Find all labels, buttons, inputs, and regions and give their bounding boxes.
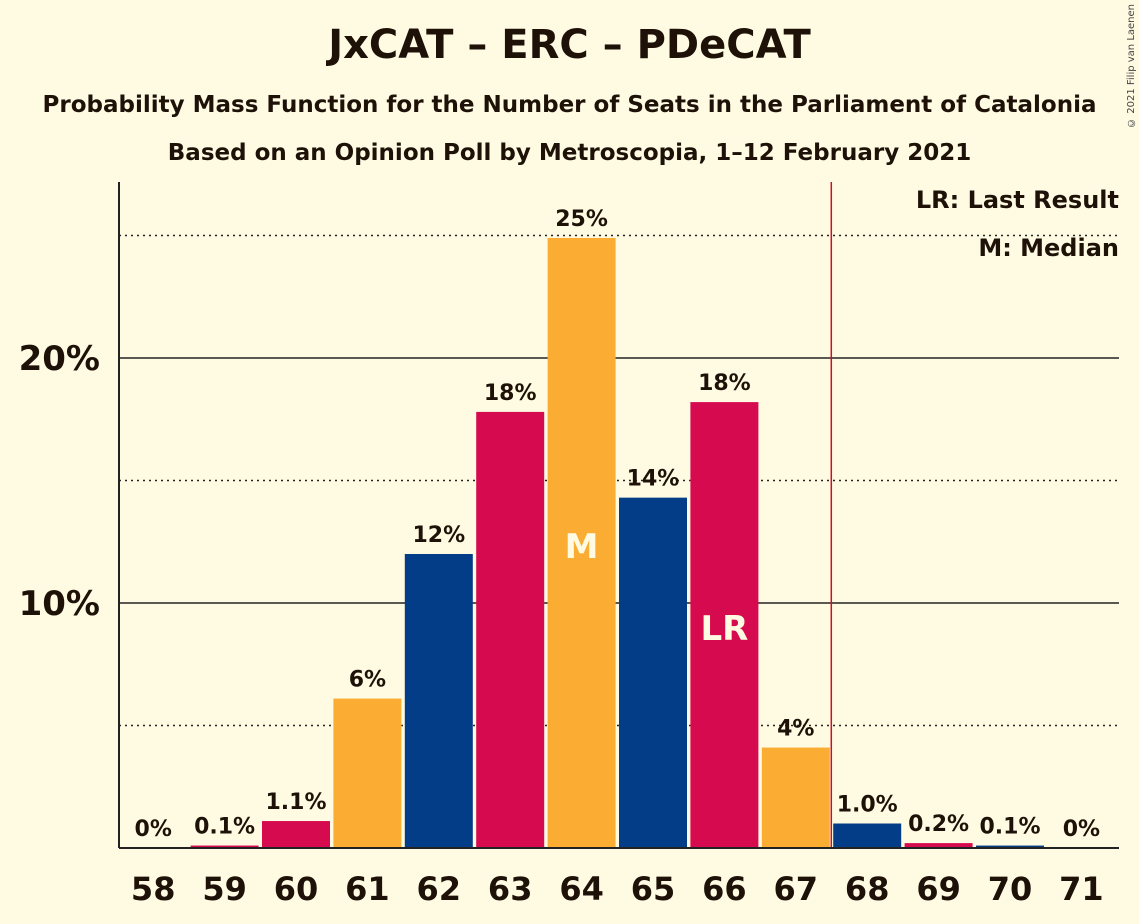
legend-last-result: LR: Last Result bbox=[915, 186, 1119, 214]
x-tick-label: 65 bbox=[631, 870, 676, 908]
x-tick-label: 60 bbox=[274, 870, 319, 908]
data-label: 0.1% bbox=[979, 815, 1040, 840]
x-tick-label: 62 bbox=[417, 870, 462, 908]
data-label: 0.1% bbox=[194, 815, 255, 840]
y-tick-label: 10% bbox=[19, 584, 100, 624]
x-tick-label: 71 bbox=[1059, 870, 1104, 908]
last-result-marker: LR bbox=[700, 609, 748, 649]
x-tick-label: 66 bbox=[702, 870, 747, 908]
data-label: 6% bbox=[349, 668, 386, 693]
median-marker: M bbox=[565, 527, 599, 567]
data-label: 18% bbox=[698, 371, 751, 396]
data-label: 0.2% bbox=[908, 812, 969, 837]
legend-median: M: Median bbox=[978, 234, 1119, 262]
data-label: 1.0% bbox=[837, 793, 898, 818]
x-tick-label: 67 bbox=[774, 870, 819, 908]
bar bbox=[262, 821, 330, 848]
bar bbox=[904, 843, 973, 848]
x-tick-label: 69 bbox=[916, 870, 961, 908]
data-label: 18% bbox=[484, 381, 537, 406]
data-label: 25% bbox=[555, 207, 608, 232]
bar bbox=[547, 237, 616, 848]
data-label: 0% bbox=[135, 817, 172, 842]
bar bbox=[190, 845, 259, 848]
x-tick-label: 70 bbox=[988, 870, 1033, 908]
bar bbox=[761, 747, 830, 848]
x-tick-label: 61 bbox=[345, 870, 390, 908]
data-label: 1.1% bbox=[265, 790, 326, 815]
data-label: 12% bbox=[412, 523, 465, 548]
data-label: 4% bbox=[777, 717, 814, 742]
bar bbox=[333, 698, 402, 848]
bar bbox=[976, 845, 1044, 848]
data-label: 0% bbox=[1063, 817, 1100, 842]
bar bbox=[833, 823, 902, 848]
x-tick-label: 64 bbox=[559, 870, 604, 908]
chart-source-subtitle: Based on an Opinion Poll by Metroscopia,… bbox=[167, 140, 972, 166]
chart-subtitle: Probability Mass Function for the Number… bbox=[42, 92, 1097, 118]
x-tick-label: 59 bbox=[202, 870, 247, 908]
x-tick-label: 63 bbox=[488, 870, 533, 908]
x-tick-label: 68 bbox=[845, 870, 890, 908]
data-label: 14% bbox=[627, 467, 680, 492]
bar bbox=[476, 411, 545, 848]
bar bbox=[619, 497, 687, 848]
y-tick-label: 20% bbox=[19, 339, 100, 379]
x-tick-label: 58 bbox=[131, 870, 176, 908]
bar bbox=[690, 402, 759, 848]
bar bbox=[404, 554, 473, 848]
chart-title: JxCAT – ERC – PDeCAT bbox=[328, 22, 811, 68]
